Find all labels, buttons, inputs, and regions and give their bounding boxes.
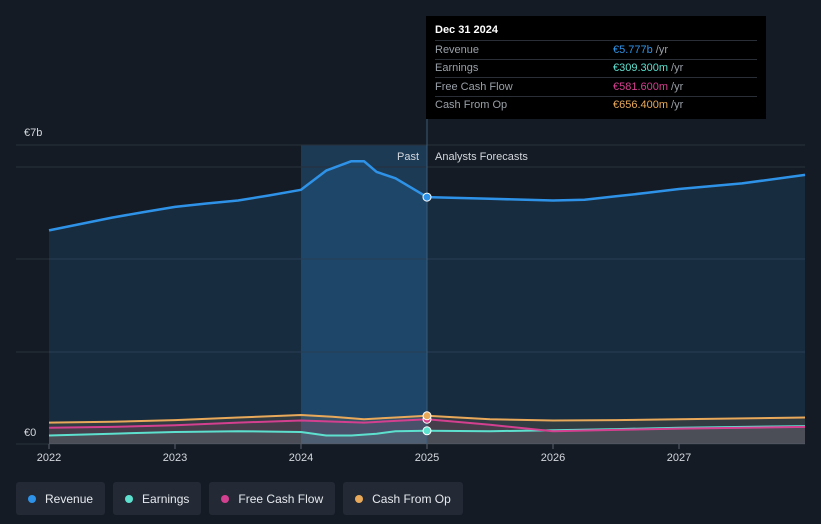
gridlines [16,144,805,445]
legend-label: Free Cash Flow [238,491,324,506]
line-cash-from-op [48,414,806,424]
tooltip-date: Dec 31 2024 [435,24,498,36]
legend-item-cash-from-op[interactable]: Cash From Op [343,482,463,515]
tooltip-value: €5.777b [613,43,653,56]
x-axis: 2022 2023 2024 2025 2026 2027 [37,444,691,464]
marker-earnings [422,426,432,436]
tooltip-unit: /yr [671,80,684,93]
forecast-label: Analysts Forecasts [435,151,528,163]
tooltip-row: Free Cash Flow €581.600m/yr [435,77,757,96]
x-tick-label: 2026 [541,452,565,464]
tooltip: Dec 31 2024 Revenue €5.777b/yr Earnings €30… [426,16,766,119]
tooltip-value: €581.600m [613,80,669,93]
x-tick-label: 2022 [37,452,61,464]
tooltip-value: €309.300m [613,62,669,75]
tooltip-label: Earnings [435,62,479,75]
tooltip-unit: /yr [671,99,684,112]
tooltip-unit: /yr [655,43,668,56]
x-tick-label: 2027 [667,452,691,464]
legend-label: Earnings [142,491,190,506]
line-revenue [48,159,806,232]
tooltip-markers [422,192,432,436]
tooltip-row: Revenue €5.777b/yr [435,40,757,59]
y-tick-label-bottom: €0 [24,427,36,439]
series-lines [48,159,806,437]
x-tick-label: 2025 [415,452,439,464]
legend-label: Revenue [45,491,94,506]
tooltip-unit: /yr [671,62,684,75]
x-tick-label: 2023 [163,452,187,464]
tooltip-label: Cash From Op [435,99,508,112]
past-highlight-band [301,145,427,444]
tooltip-value: €656.400m [613,99,669,112]
tooltip-label: Revenue [435,43,480,56]
marker-revenue [422,192,432,202]
x-tick-label: 2024 [289,452,313,464]
legend: Revenue Earnings Free Cash Flow Cash From O… [16,482,463,515]
tooltip-label: Free Cash Flow [435,80,513,93]
tooltip-row: Earnings €309.300m/yr [435,58,757,78]
legend-dot-icon [125,494,134,503]
past-label: Past [397,151,419,163]
legend-item-revenue[interactable]: Revenue [16,482,106,515]
legend-label: Cash From Op [372,491,451,506]
y-tick-label-top: €7b [24,127,42,139]
legend-dot-icon [221,494,230,503]
legend-item-free-cash-flow[interactable]: Free Cash Flow [209,482,336,515]
legend-dot-icon [28,494,36,503]
tooltip-rows: Revenue €5.777b/yr Earnings €309.300m/yr Fre… [435,40,757,114]
tooltip-row: Cash From Op €656.400m/yr [435,95,757,115]
legend-item-earnings[interactable]: Earnings [113,482,202,515]
line-free-cash-flow [48,418,806,433]
marker-cash-from-op [422,411,432,421]
legend-dot-icon [355,494,364,503]
